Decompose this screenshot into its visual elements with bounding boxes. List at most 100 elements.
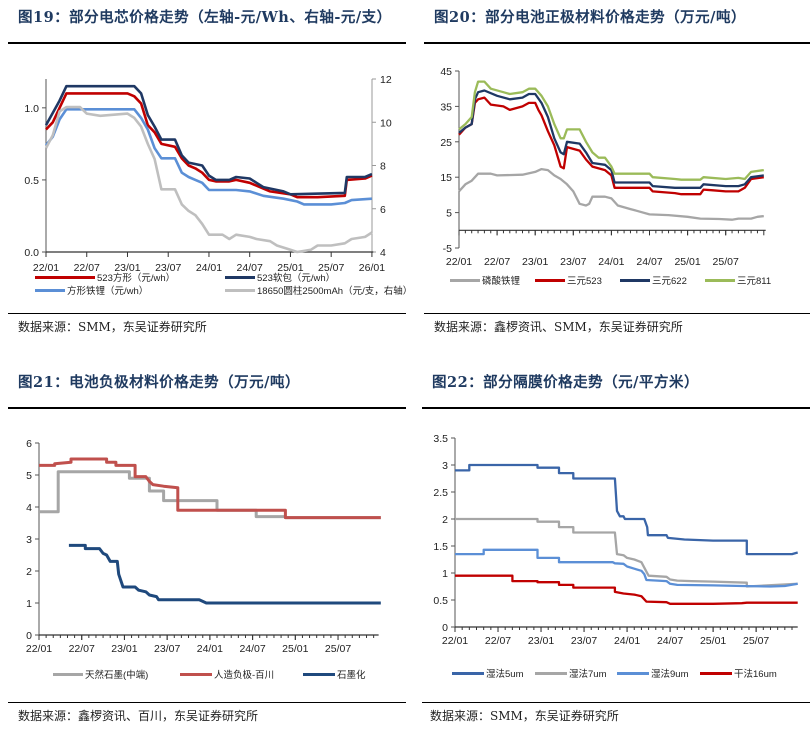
legend-label: 湿法9um	[651, 669, 689, 680]
legend-item: 人造负极-百川	[180, 667, 274, 681]
y2-tick-label: 4	[380, 247, 386, 259]
legend-swatch	[617, 671, 649, 675]
x-tick-label: 23/07	[154, 643, 180, 655]
x-tick-label: 23/07	[560, 256, 586, 268]
series-line-1	[455, 463, 799, 556]
y2-tick-label: 12	[380, 74, 392, 86]
y-tick-label: 25	[440, 137, 452, 149]
y-tick-label: 0.5	[24, 175, 39, 187]
legend-item: 湿法9um	[617, 666, 688, 680]
x-tick-label: 25/07	[318, 262, 344, 274]
x-tick-label: 24/01	[196, 262, 222, 274]
legend-swatch	[225, 275, 255, 279]
x-tick-label: 22/01	[26, 643, 52, 655]
x-tick-label: 22/01	[442, 635, 468, 647]
legend-item: 三元811	[705, 273, 771, 287]
legend-label: 天然石墨(中端)	[85, 670, 149, 681]
series-line-2	[455, 517, 798, 588]
y-tick-label: 3	[26, 534, 32, 546]
x-tick-label: 22/07	[69, 643, 95, 655]
y-tick-label: 35	[440, 101, 452, 113]
x-tick-label: 24/07	[657, 635, 683, 647]
series-line-3	[68, 543, 381, 605]
y-tick-label: -5	[443, 243, 452, 255]
x-tick-label: 22/07	[485, 635, 511, 647]
y-tick-label: 1.5	[433, 541, 448, 553]
figure-21-source: 数据来源：鑫椤资讯、百川，东吴证券研究所	[18, 709, 259, 723]
series-line-4	[455, 574, 798, 605]
y2-tick-label: 8	[380, 161, 386, 173]
legend-swatch	[705, 278, 735, 282]
figure-22-title: 图22：部分隔膜价格走势（元/平方米）	[432, 374, 699, 391]
legend-item: 磷酸铁锂	[450, 273, 520, 287]
x-tick-label: 24/01	[197, 643, 223, 655]
figure-19-title: 图19：部分电芯价格走势（左轴-元/Wh、右轴-元/支）	[18, 9, 392, 26]
legend-item: 三元523	[535, 273, 602, 287]
chart-3: 0 1 2 3 4 5 6 22/01 22/07 23/01 23/07 24/01 24/07 25/…	[26, 438, 381, 655]
series-line-2	[39, 457, 381, 520]
source-rule	[422, 702, 810, 703]
source-rule	[424, 313, 810, 314]
y-tick-label: 5	[446, 208, 452, 220]
figure-22-source: 数据来源：SMM，东吴证券研究所	[430, 709, 619, 723]
title-rule	[422, 407, 810, 409]
x-tick-label: 23/07	[155, 262, 181, 274]
x-tick-label: 25/07	[325, 643, 351, 655]
legend-item: 湿法5um	[452, 666, 523, 680]
legend-item: 方形铁锂（元/wh）	[35, 283, 148, 297]
x-tick-label: 23/01	[114, 262, 140, 274]
legend-item: 18650圆柱2500mAh（元/支，右轴）	[225, 283, 412, 297]
y-tick-label: 1	[26, 598, 32, 610]
series-line-4	[458, 80, 764, 181]
series-line-3	[44, 108, 372, 206]
figure-19-source: 数据来源：SMM，东吴证券研究所	[18, 320, 207, 334]
y-tick-label: 0.0	[24, 247, 39, 259]
legend-item: 三元622	[620, 273, 687, 287]
y2-tick-label: 6	[380, 204, 386, 216]
y-tick-label: 4	[26, 502, 32, 514]
legend-label: 干法16um	[734, 669, 777, 680]
legend-label: 三元523	[567, 276, 602, 287]
x-tick-label: 25/01	[277, 262, 303, 274]
x-tick-label: 25/01	[674, 256, 700, 268]
legend-swatch	[35, 275, 95, 279]
legend-label: 三元622	[652, 276, 687, 287]
legend-label: 18650圆柱2500mAh（元/支，右轴）	[257, 286, 413, 297]
legend-swatch	[180, 672, 212, 676]
x-tick-label: 24/07	[636, 256, 662, 268]
legend-item: 湿法7um	[535, 666, 606, 680]
legend-swatch	[450, 278, 480, 282]
figure-20-title: 图20：部分电池正极材料价格走势（万元/吨）	[434, 9, 746, 26]
x-tick-label: 23/01	[528, 635, 554, 647]
legend-label: 三元811	[737, 276, 772, 287]
legend-swatch	[303, 672, 335, 676]
x-tick-label: 23/01	[522, 256, 548, 268]
x-tick-label: 25/01	[282, 643, 308, 655]
legend-swatch	[535, 278, 565, 282]
y-tick-label: 3	[442, 460, 448, 472]
title-rule	[8, 407, 406, 409]
series-line-1	[45, 92, 373, 199]
legend-item: 干法16um	[700, 666, 777, 680]
x-tick-label: 22/01	[33, 262, 59, 274]
series-line-3	[455, 548, 798, 588]
legend-label: 磷酸铁锂	[482, 276, 521, 287]
x-tick-label: 24/01	[614, 635, 640, 647]
legend-label: 523软包（元/wh）	[257, 273, 336, 284]
legend-swatch	[620, 278, 650, 282]
source-rule	[8, 313, 406, 314]
y2-tick-label: 10	[380, 117, 392, 129]
y-tick-label: 5	[26, 470, 32, 482]
y-tick-label: 0	[442, 622, 448, 634]
title-rule	[424, 42, 810, 44]
series-line-4	[44, 105, 373, 254]
legend-item: 天然石墨(中端)	[53, 667, 148, 681]
x-tick-label: 25/01	[700, 635, 726, 647]
series-line-2	[458, 96, 764, 196]
series-line-1	[39, 470, 381, 520]
x-tick-label: 25/07	[743, 635, 769, 647]
legend-swatch	[452, 671, 484, 675]
legend-item: 石墨化	[303, 667, 366, 681]
source-rule	[8, 702, 406, 703]
